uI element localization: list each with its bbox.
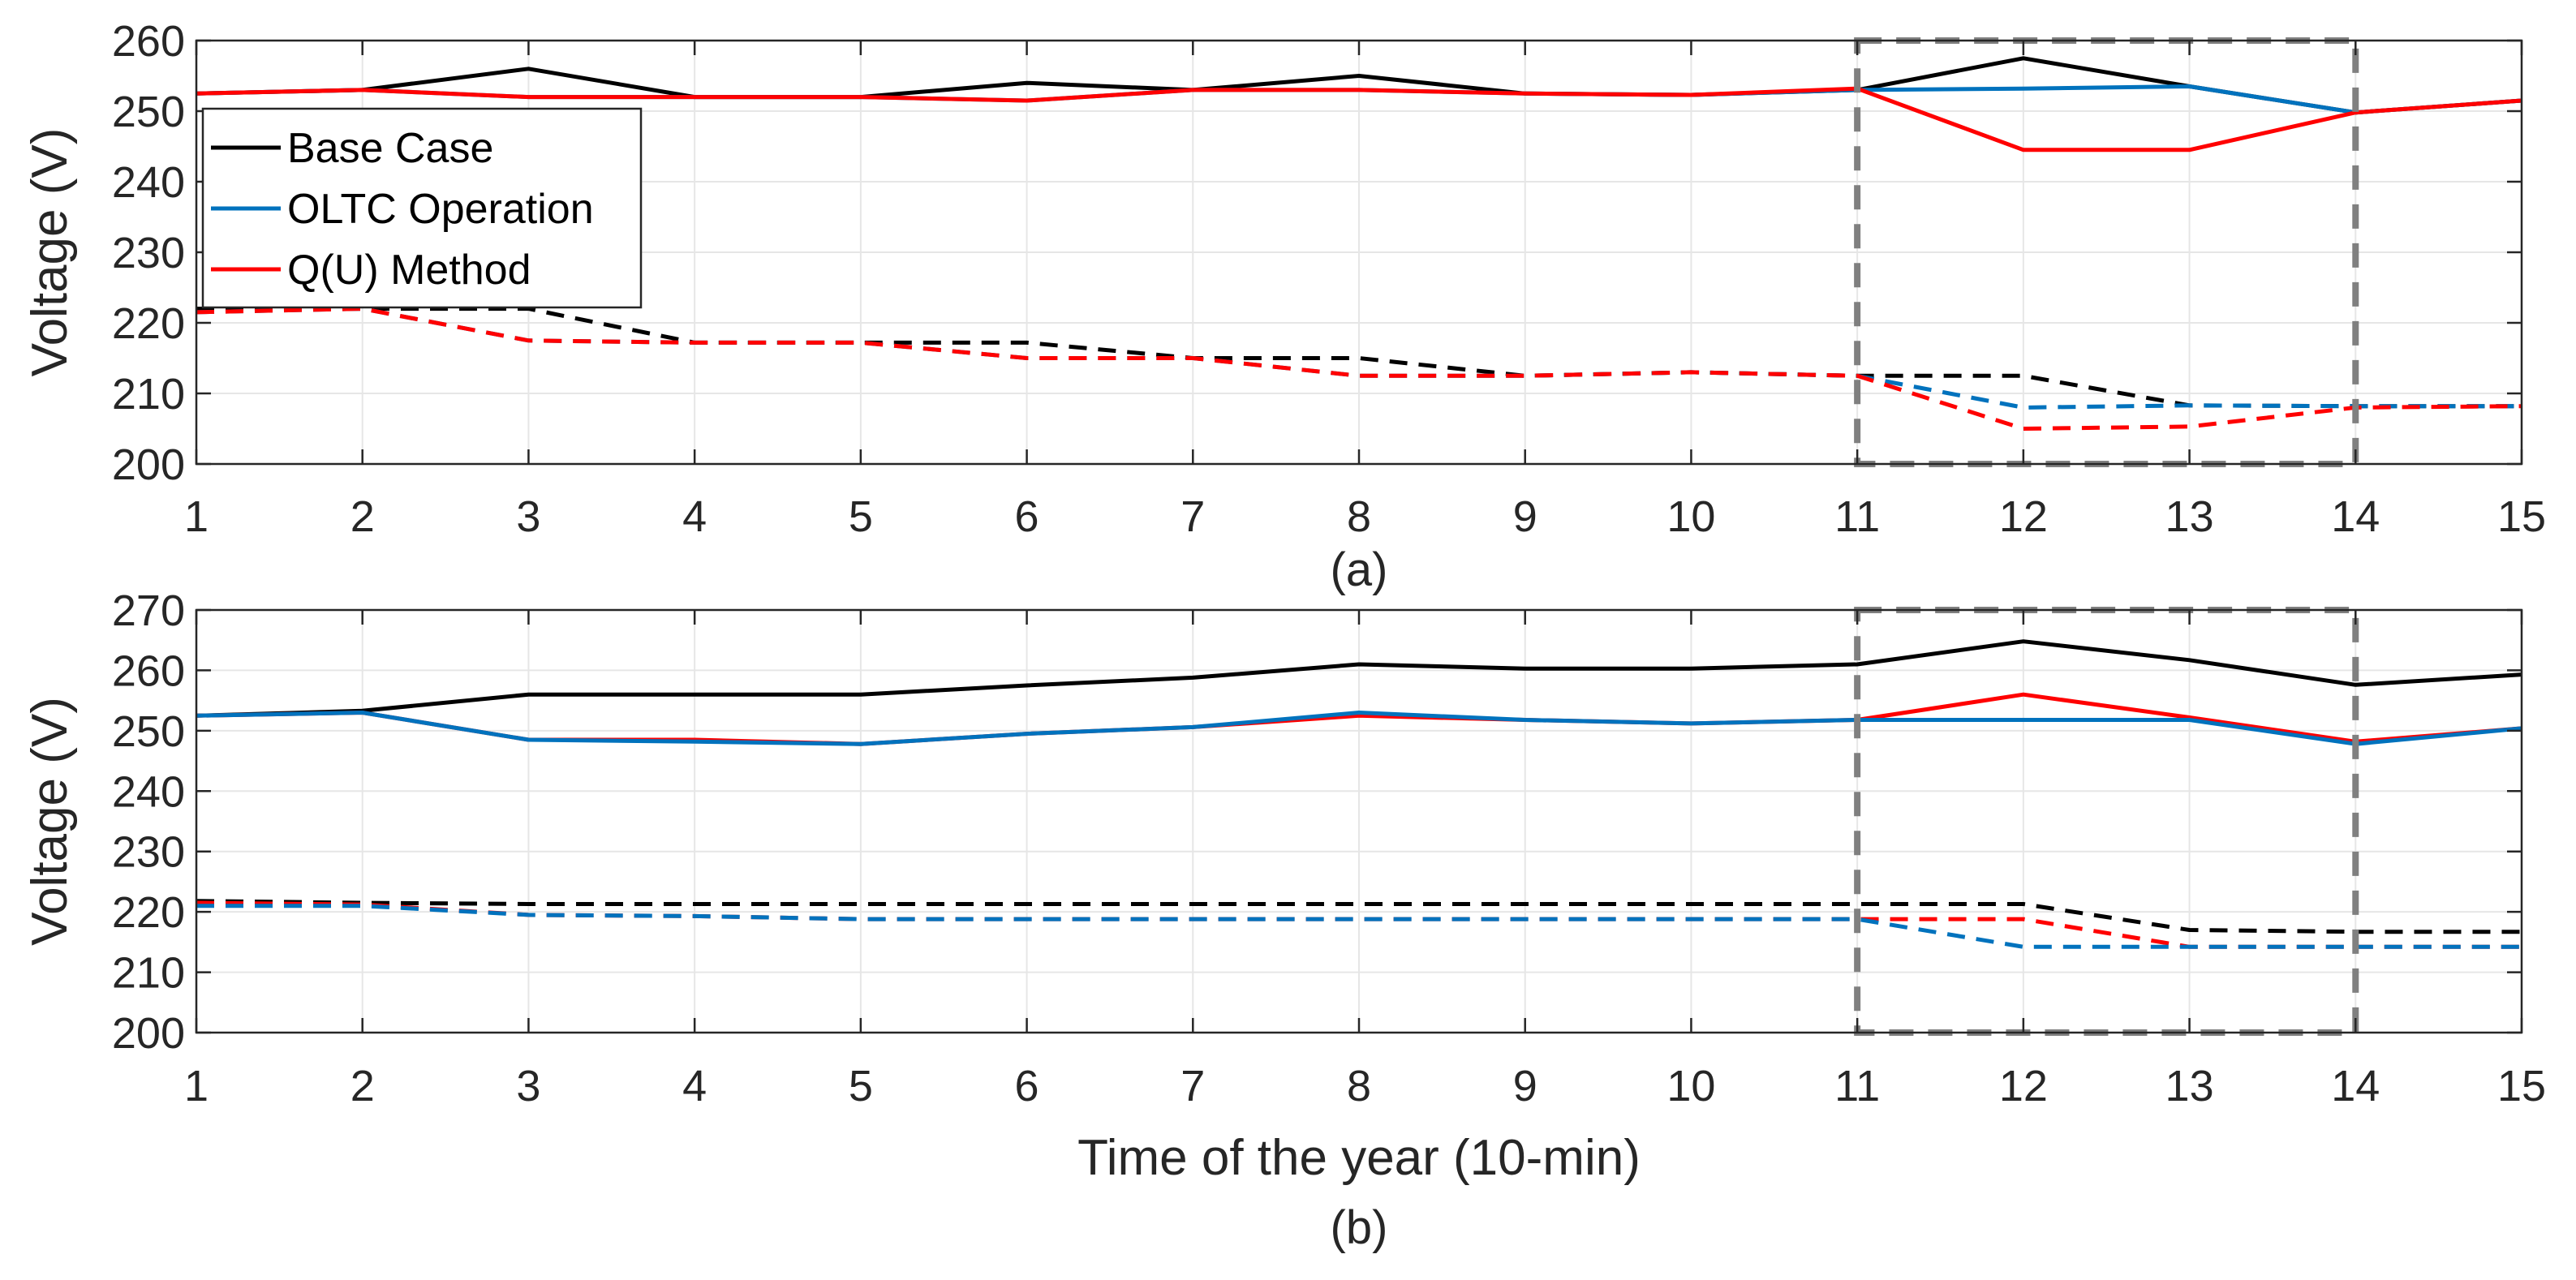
y-tick-label: 240 [112, 767, 185, 816]
x-tick-label: 10 [1666, 1062, 1715, 1110]
y-tick-label: 210 [112, 949, 185, 998]
x-tick-label: 13 [2165, 1062, 2214, 1110]
y-tick-label: 220 [112, 888, 185, 937]
panel-caption: (a) [1331, 543, 1388, 596]
x-tick-label: 5 [849, 1062, 873, 1110]
x-tick-label: 12 [1999, 492, 2048, 541]
series-line-base-case-min [196, 307, 2522, 409]
legend-label-oltc-operation: OLTC Operation [287, 186, 594, 233]
legend: Base Case OLTC Operation Q(U) Method [201, 107, 643, 309]
panel-caption: (b) [1331, 1201, 1388, 1254]
y-tick-label: 230 [112, 828, 185, 877]
x-tick-label: 15 [2497, 492, 2546, 541]
y-tick-label: 270 [112, 586, 185, 635]
x-tick-label: 8 [1347, 1062, 1371, 1110]
legend-label-base-case: Base Case [287, 125, 493, 172]
x-tick-label: 14 [2331, 492, 2380, 541]
series-line-base-case [196, 639, 2522, 718]
x-tick-label: 6 [1015, 492, 1039, 541]
legend-label-q-u-method: Q(U) Method [287, 247, 531, 294]
x-tick-label: 12 [1999, 1062, 2048, 1110]
y-tick-label: 200 [112, 1009, 185, 1058]
y-tick-label: 210 [112, 370, 185, 419]
y-tick-label: 250 [112, 707, 185, 756]
y-tick-label: 260 [112, 17, 185, 66]
x-tick-label: 7 [1180, 1062, 1205, 1110]
series-line-oltc-operation [196, 711, 2522, 746]
panel-b: 1 2 3 4 5 6 7 8 9 10 11 12 13 14 152002102202302402502… [22, 586, 2546, 1254]
x-tick-label: 11 [1834, 1062, 1880, 1110]
x-tick-label: 3 [516, 1062, 540, 1110]
x-tick-label: 9 [1513, 1062, 1537, 1110]
x-tick-label: 10 [1666, 492, 1715, 541]
x-tick-label: 5 [849, 492, 873, 541]
x-tick-label: 8 [1347, 492, 1371, 541]
series-line-base-case [196, 56, 2522, 115]
series-line-base-case-min [196, 899, 2522, 934]
y-tick-label: 240 [112, 158, 185, 207]
x-tick-label: 2 [350, 1062, 375, 1110]
x-tick-label: 13 [2165, 492, 2214, 541]
series-line-q-u-method [196, 86, 2522, 152]
x-tick-label: 4 [682, 1062, 707, 1110]
x-tick-label: 9 [1513, 492, 1537, 541]
y-axis-label: Voltage (V) [22, 697, 78, 946]
y-axis-label: Voltage (V) [22, 128, 78, 377]
x-tick-label: 2 [350, 492, 375, 541]
x-tick-label: 14 [2331, 1062, 2380, 1110]
y-tick-label: 260 [112, 646, 185, 695]
y-tick-label: 250 [112, 88, 185, 136]
x-axis-label: Time of the year (10-min) [1077, 1130, 1641, 1186]
x-tick-label: 4 [682, 492, 707, 541]
series-line-q-u-method-min [196, 307, 2522, 431]
x-tick-label: 11 [1834, 492, 1880, 541]
x-tick-label: 7 [1180, 492, 1205, 541]
panel-a: 1 2 3 4 5 6 7 8 9 10 11 12 13 14 152002102202302402502… [22, 17, 2546, 596]
x-tick-label: 1 [184, 492, 209, 541]
x-tick-label: 6 [1015, 1062, 1039, 1110]
x-tick-label: 1 [184, 1062, 209, 1110]
y-tick-label: 200 [112, 440, 185, 489]
y-tick-label: 220 [112, 299, 185, 348]
series-line-oltc-operation-min [196, 904, 2522, 949]
x-tick-label: 3 [516, 492, 540, 541]
x-tick-label: 15 [2497, 1062, 2546, 1110]
y-tick-label: 230 [112, 229, 185, 277]
